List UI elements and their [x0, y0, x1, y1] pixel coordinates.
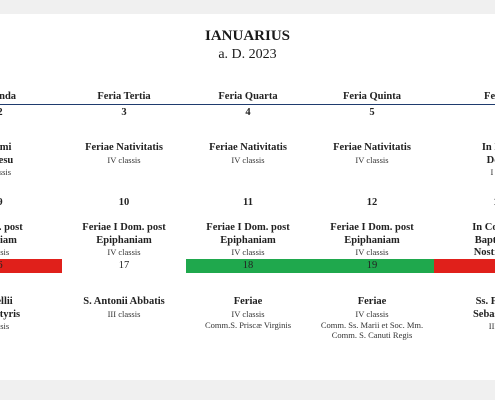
weekday-label: Feria Tertia — [97, 91, 151, 102]
event-class: IV classis — [107, 154, 141, 165]
event-title: Feriae Nativitatis — [333, 142, 411, 153]
event-class: lassis — [0, 247, 10, 257]
day-number: 10 — [118, 197, 130, 208]
event-class: IV classis — [355, 308, 389, 319]
event-commemoration: Comm. S. Canuti Regis — [331, 330, 413, 340]
event-title: Feriae Nativitatis — [85, 142, 163, 153]
event-class: lassis — [0, 321, 10, 331]
day-event: Feriae IV classis Comm. Ss. Marii et Soc. … — [310, 296, 434, 341]
day-number-row: 6 17 18 19 — [0, 259, 495, 273]
event-class: I cl — [490, 167, 495, 177]
event-title: Martyris — [0, 308, 21, 320]
day-event: Feriae Nativitatis IV classis — [186, 142, 310, 166]
day-event: Dom. posthaniamlassis — [0, 222, 62, 258]
calendar-page: IANUARIUS a. D. 2023 ecunda Feria Tertia F… — [0, 14, 495, 380]
event-title: haniam — [0, 234, 17, 246]
event-title: Feriae — [233, 296, 263, 307]
weekday-header-row: ecunda Feria Tertia Feria Quarta Feria Quin… — [0, 91, 495, 106]
event-title: Dom. post — [0, 222, 23, 233]
event-title: In Comme — [472, 222, 495, 233]
event-title: Ss. Fabia — [475, 296, 495, 307]
event-commemoration: Comm.S. Priscæ Virginis — [204, 319, 292, 330]
weekday-label: ecunda — [0, 91, 17, 102]
day-event: Feriae I Dom. post Epiphaniam IV classis — [62, 222, 186, 258]
day-number — [434, 259, 495, 273]
day-event: Feriae Nativitatis IV classis — [62, 142, 186, 166]
weekday-label: Feria Quarta — [218, 91, 278, 102]
event-title: Feriae I Dom. post — [82, 222, 166, 233]
event-class: III classis — [107, 308, 141, 319]
day-event: Feriae IV classis Comm.S. Priscæ Virginis — [186, 296, 310, 330]
event-title: Epiphaniam — [344, 234, 400, 246]
event-title: Feriae I Dom. post — [330, 222, 414, 233]
day-number: 5 — [369, 107, 375, 118]
weekday-label: Feria — [484, 91, 495, 102]
event-title: S. Antonii Abbatis — [83, 296, 165, 307]
day-number: 18 — [186, 259, 310, 273]
day-event: S. Antonii Abbatis III classis — [62, 296, 186, 320]
day-number — [434, 106, 495, 120]
event-title: Epiphaniam — [220, 234, 276, 246]
event-commemoration: Comm. Ss. Marii et Soc. Mm. — [320, 319, 424, 330]
event-title: rcellii — [0, 296, 13, 307]
day-number: 4 — [245, 107, 251, 118]
day-number: 9 — [0, 197, 3, 208]
event-class: IV classis — [231, 308, 265, 319]
day-number: 3 — [121, 107, 127, 118]
day-event: Feriae Nativitatis IV classis — [310, 142, 434, 166]
day-number: 11 — [243, 197, 253, 208]
day-number: 2 — [0, 107, 3, 118]
event-title: Baptisma — [474, 234, 495, 246]
event-title: Sebastiani — [472, 308, 495, 320]
header-rule — [0, 104, 495, 105]
day-event: Ss. FabiaSebastianiIII c — [434, 296, 495, 332]
day-number-row: 9 10 11 12 1 — [0, 196, 495, 210]
day-number: 1 — [434, 196, 495, 210]
weekday-label: Feria Quinta — [342, 91, 402, 102]
event-class: IV classis — [231, 154, 265, 165]
event-class: classis — [0, 167, 12, 177]
event-title: s Jesu — [0, 154, 14, 166]
day-event: Feriae I Dom. post Epiphaniam IV classis — [186, 222, 310, 258]
event-class: IV classis — [355, 247, 389, 257]
day-number: 6 — [0, 259, 62, 273]
day-event: Feriae I Dom. post Epiphaniam IV classis — [310, 222, 434, 258]
event-class: III c — [488, 321, 495, 331]
event-title: In Epi — [481, 142, 495, 153]
day-event: rcelliiMartyrislassis — [0, 296, 62, 332]
event-title: Feriae — [357, 296, 387, 307]
event-title: Nostri Jes — [473, 247, 495, 258]
event-title: Feriae Nativitatis — [209, 142, 287, 153]
event-class: IV classis — [231, 247, 265, 257]
event-title: Don — [486, 154, 495, 166]
day-number: 12 — [366, 197, 378, 208]
day-number-row: 2 3 4 5 — [0, 106, 495, 120]
event-title: Feriae I Dom. post — [206, 222, 290, 233]
day-event: ssimis Jesuclassis — [0, 142, 62, 178]
event-class: IV classis — [107, 247, 141, 257]
day-number: 17 — [118, 260, 130, 271]
year-subtitle: a. D. 2023 — [218, 47, 277, 62]
month-title: IANUARIUS — [204, 28, 290, 44]
day-event: In EpiDonI cl — [434, 142, 495, 178]
event-title: Epiphaniam — [96, 234, 152, 246]
day-number: 19 — [310, 259, 434, 273]
event-title: ssimi — [0, 142, 12, 153]
event-class: IV classis — [355, 154, 389, 165]
